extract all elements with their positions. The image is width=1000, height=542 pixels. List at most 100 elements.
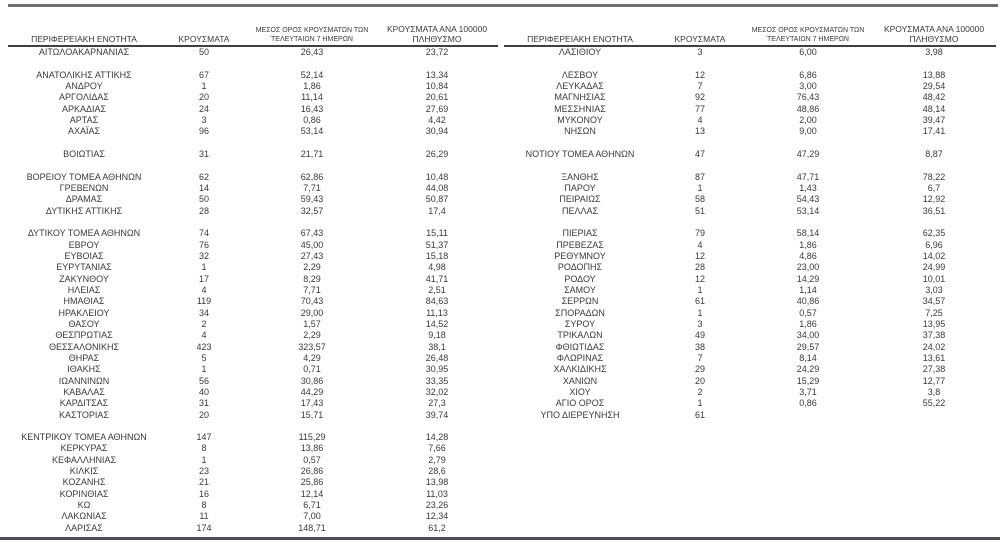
table-row: ΜΥΚΟΝΟΥ 4 2,00 39,47	[504, 115, 996, 126]
region-cell: ΠΑΡΟΥ	[564, 182, 596, 193]
cases-cell: 3	[697, 47, 703, 57]
table-row: ΡΟΔΟΥ 12 14,29 10,01	[504, 274, 996, 285]
cases-cell: 67	[198, 69, 209, 80]
table-row: ΧΙΟΥ 2 3,71 3,8	[504, 387, 996, 398]
avg7-cell: 1,43	[799, 182, 817, 193]
region-cell: ΔΥΤΙΚΟΥ ΤΟΜΕΑ ΑΘΗΝΩΝ	[27, 228, 141, 239]
region-cell: ΝΗΣΩΝ	[564, 126, 596, 137]
per100k-cell: 17,4	[428, 205, 446, 216]
avg7-cell: 12,14	[300, 488, 324, 499]
region-cell: ΠΕΙΡΑΙΩΣ	[559, 194, 601, 205]
avg7-cell: 53,14	[796, 205, 820, 216]
avg7-cell: 7,71	[303, 182, 321, 193]
cases-cell: 423	[196, 341, 212, 352]
col-header-cases: ΚΡΟΥΣΜΑΤΑ	[674, 34, 726, 44]
cases-cell: 8	[201, 443, 207, 454]
region-cell: ΑΙΤΩΛΟΑΚΑΡΝΑΝΙΑΣ	[38, 47, 130, 57]
avg7-cell: 76,43	[796, 92, 820, 103]
col-header-per100k: ΚΡΟΥΣΜΑΤΑ ΑΝΑ 100000 ΠΛΗΘΥΣΜΟ	[872, 12, 996, 45]
per100k-cell: 12,77	[922, 375, 946, 386]
table-row: ΚΩ 8 6,71 23,26	[8, 500, 498, 511]
table-row: ΚΟΡΙΝΘΙΑΣ 16 12,14 11,03	[8, 489, 498, 500]
spacer-row	[8, 217, 498, 228]
cases-cell: 14	[198, 182, 209, 193]
cases-table-left: ΠΕΡΙΦΕΡΕΙΑΚΗ ΕΝΟΤΗΤΑ ΚΡΟΥΣΜΑΤΑ ΜΕΣΟΣ ΟΡΟ…	[8, 12, 498, 534]
col-header-avg7-line2: ΤΕΛΕΥΤΑΙΩΝ 7 ΗΜΕΡΩΝ	[271, 35, 353, 43]
table-row: ΔΡΑΜΑΣ 50 59,43 50,87	[8, 194, 498, 205]
per100k-cell: 61,2	[428, 522, 446, 533]
cases-cell: 96	[198, 126, 209, 137]
cases-cell: 1	[201, 80, 207, 91]
table-row: ΛΕΥΚΑΔΑΣ 7 3,00 29,54	[504, 81, 996, 92]
cases-cell: 1	[697, 307, 703, 318]
avg7-cell: 6,71	[303, 500, 321, 511]
cases-cell: 174	[196, 522, 212, 533]
avg7-cell: 0,86	[303, 114, 321, 125]
table-row: ΑΡΓΟΛΙΔΑΣ 20 11,14 20,61	[8, 92, 498, 103]
per100k-cell: 78,22	[922, 171, 946, 182]
region-cell: ΗΡΑΚΛΕΙΟΥ	[58, 307, 110, 318]
table-row: ΘΕΣΠΡΩΤΙΑΣ 4 2,29 9,18	[8, 330, 498, 341]
region-cell: ΧΑΝΙΩΝ	[562, 375, 598, 386]
avg7-cell: 23,00	[796, 262, 820, 273]
per100k-cell: 30,95	[425, 364, 449, 375]
table-row: ΝΟΤΙΟΥ ΤΟΜΕΑ ΑΘΗΝΩΝ 47 47,29 8,87	[504, 149, 996, 160]
per100k-cell: 39,74	[425, 409, 449, 420]
table-row: ΑΝΑΤΟΛΙΚΗΣ ΑΤΤΙΚΗΣ 67 52,14 13,34	[8, 70, 498, 81]
table-row: ΘΑΣΟΥ 2 1,57 14,52	[8, 319, 498, 330]
cases-cell: 50	[198, 47, 209, 57]
avg7-cell: 26,43	[300, 47, 324, 57]
per100k-cell: 24,99	[922, 262, 946, 273]
table-row: ΘΗΡΑΣ 5 4,29 26,48	[8, 353, 498, 364]
col-header-per100k-line1: ΚΡΟΥΣΜΑΤΑ ΑΝΑ 100000	[883, 24, 985, 34]
region-cell: ΑΡΓΟΛΙΔΑΣ	[59, 92, 109, 103]
per100k-cell: 37,38	[922, 330, 946, 341]
cases-cell: 7	[697, 352, 703, 363]
region-cell: ΚΑΡΔΙΤΣΑΣ	[59, 398, 109, 409]
region-cell: ΚΕΝΤΡΙΚΟΥ ΤΟΜΕΑ ΑΘΗΝΩΝ	[21, 432, 147, 443]
avg7-cell	[744, 410, 872, 421]
region-cell: ΓΡΕΒΕΝΩΝ	[59, 182, 109, 193]
region-cell: ΠΙΕΡΙΑΣ	[562, 228, 598, 239]
table-row: ΑΡΤΑΣ 3 0,86 4,42	[8, 115, 498, 126]
cases-cell: 49	[694, 330, 705, 341]
cases-cell: 24	[198, 103, 209, 114]
cases-cell: 5	[201, 352, 207, 363]
table-row: ΦΘΙΩΤΙΔΑΣ 38 29,57 24,02	[504, 342, 996, 353]
region-cell: ΑΧΑΪΑΣ	[67, 126, 101, 137]
table-row: ΑΧΑΪΑΣ 96 53,14 30,94	[8, 126, 498, 137]
avg7-cell: 14,29	[796, 273, 820, 284]
cases-cell: 11	[199, 511, 209, 522]
per100k-cell: 33,35	[425, 375, 449, 386]
region-cell: ΧΑΛΚΙΔΙΚΗΣ	[553, 364, 607, 375]
cases-cell: 31	[198, 148, 209, 159]
table-row: ΔΥΤΙΚΟΥ ΤΟΜΕΑ ΑΘΗΝΩΝ 74 67,43 15,11	[8, 228, 498, 239]
table-row: ΥΠΟ ΔΙΕΡΕΥΝΗΣΗ 61	[504, 410, 996, 421]
region-cell: ΡΟΔΟΠΗΣ	[557, 262, 603, 273]
avg7-cell: 4,86	[799, 250, 817, 261]
region-cell: ΛΑΣΙΘΙΟΥ	[558, 47, 602, 57]
cases-cell: 3	[201, 114, 207, 125]
per100k-cell: 27,3	[428, 398, 446, 409]
table-row: ΒΟΡΕΙΟΥ ΤΟΜΕΑ ΑΘΗΝΩΝ 62 62,86 10,48	[8, 172, 498, 183]
avg7-cell: 0,86	[799, 398, 817, 409]
spacer-row	[504, 58, 996, 69]
col-header-per100k-line2: ΠΛΗΘΥΣΜΟ	[412, 34, 462, 44]
avg7-cell: 17,43	[300, 398, 324, 409]
region-cell: ΜΥΚΟΝΟΥ	[557, 114, 603, 125]
cases-cell: 74	[198, 228, 209, 239]
per100k-cell: 27,69	[425, 103, 449, 114]
region-cell: ΛΑΡΙΣΑΣ	[65, 522, 103, 533]
region-cell: ΖΑΚΥΝΘΟΥ	[59, 273, 109, 284]
cases-cell: 76	[198, 239, 209, 250]
per100k-cell: 23,72	[425, 47, 449, 57]
cases-cell: 61	[694, 409, 705, 420]
region-cell: ΥΠΟ ΔΙΕΡΕΥΝΗΣΗ	[540, 409, 620, 420]
avg7-cell: 54,43	[796, 194, 820, 205]
region-cell: ΒΟΙΩΤΙΑΣ	[63, 148, 105, 159]
region-cell: ΙΩΑΝΝΙΝΩΝ	[58, 375, 110, 386]
table-row: ΛΕΣΒΟΥ 12 6,86 13,88	[504, 70, 996, 81]
table-row: ΔΥΤΙΚΗΣ ΑΤΤΙΚΗΣ 28 32,57 17,4	[8, 206, 498, 217]
cases-cell: 23	[198, 466, 209, 477]
region-cell: ΠΕΛΛΑΣ	[561, 205, 599, 216]
